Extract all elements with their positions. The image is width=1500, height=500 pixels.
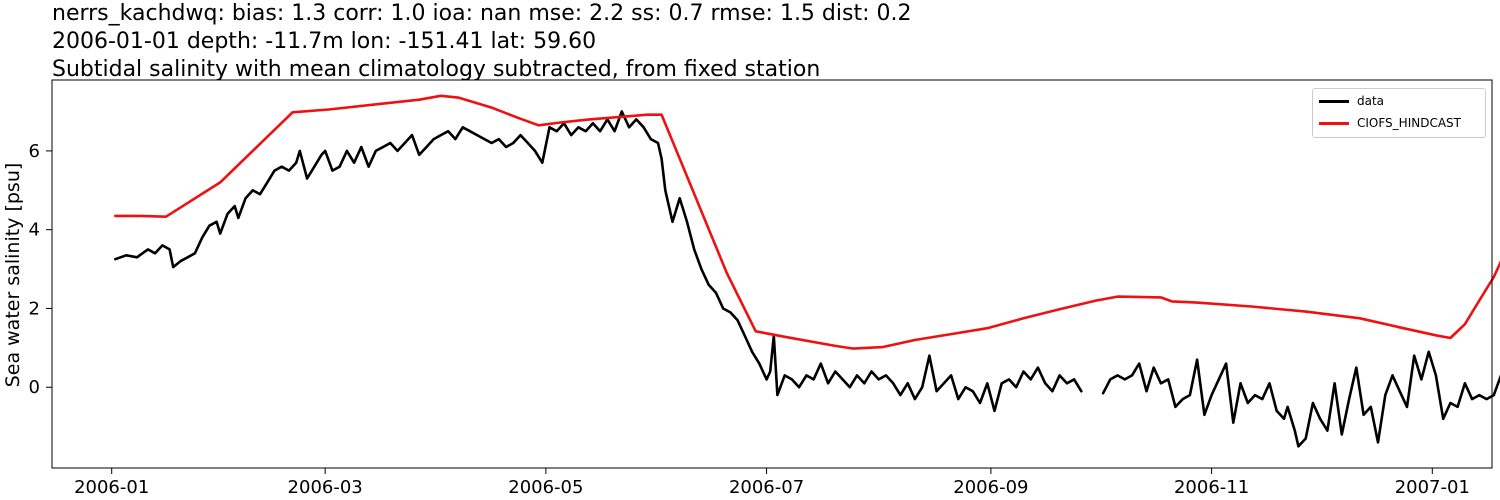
x-tick-label: 2006-07 bbox=[729, 477, 804, 498]
y-tick-label: 0 bbox=[29, 377, 40, 398]
x-tick-label: 2006-05 bbox=[508, 477, 583, 498]
x-tick-label: 2006-09 bbox=[953, 477, 1028, 498]
legend-swatch-model bbox=[1319, 122, 1349, 125]
legend-swatch-data bbox=[1319, 100, 1349, 103]
legend-label-data: data bbox=[1357, 94, 1384, 108]
y-tick-label: 6 bbox=[29, 141, 40, 162]
x-tick-label: 2006-11 bbox=[1174, 477, 1249, 498]
x-tick-label: 2007-01 bbox=[1395, 477, 1470, 498]
y-axis-label: Sea water salinity [psu] bbox=[2, 163, 24, 388]
y-tick-label: 4 bbox=[29, 220, 40, 241]
legend-label-model: CIOFS_HINDCAST bbox=[1357, 116, 1461, 130]
x-tick-label: 2006-03 bbox=[288, 477, 363, 498]
legend-item-data: data bbox=[1319, 91, 1384, 111]
x-tick-label: 2006-01 bbox=[74, 477, 149, 498]
legend-item-model: CIOFS_HINDCAST bbox=[1319, 113, 1461, 133]
y-tick-label: 2 bbox=[29, 298, 40, 319]
legend: data CIOFS_HINDCAST bbox=[1312, 88, 1486, 138]
